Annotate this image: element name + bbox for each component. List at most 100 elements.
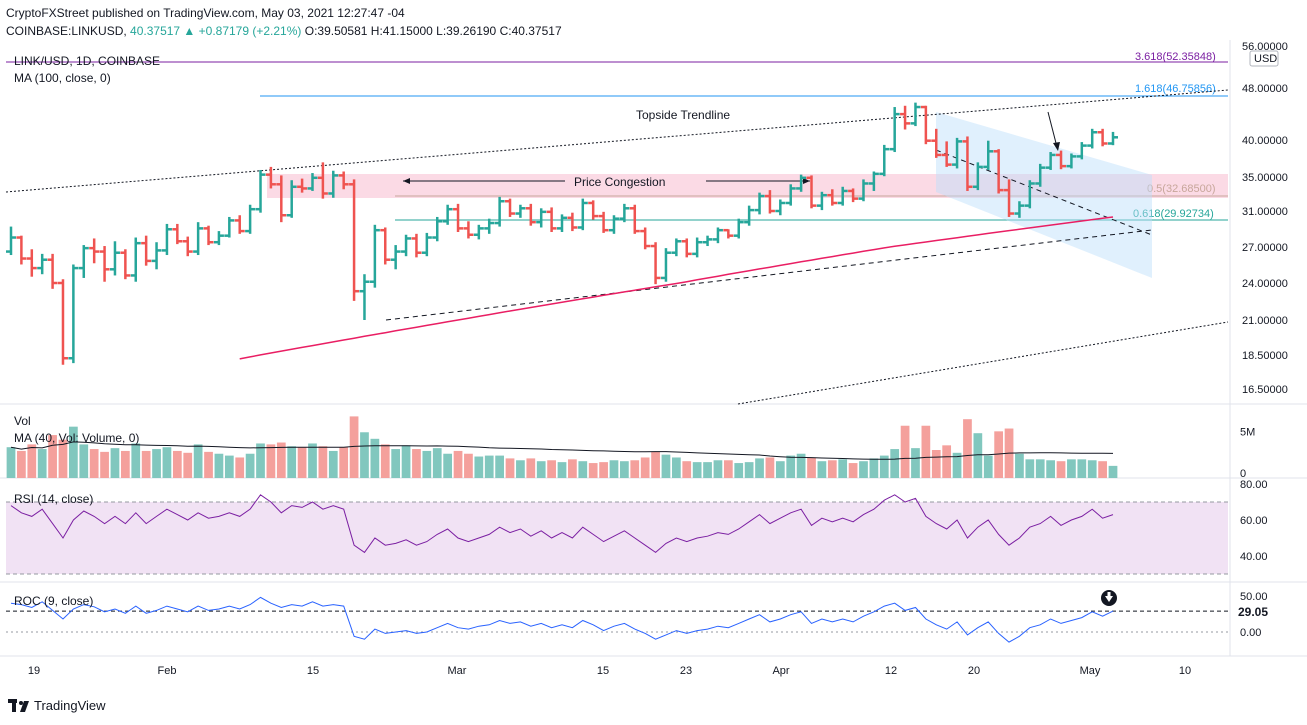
volume-bar xyxy=(609,460,619,478)
ohlc-bar xyxy=(255,169,266,213)
volume-bar xyxy=(723,460,733,478)
ohlc-bar xyxy=(359,274,370,320)
ohlc-bar xyxy=(1087,128,1098,149)
volume-bar xyxy=(1108,465,1118,478)
volume-bar xyxy=(796,453,806,478)
ohlc-bar xyxy=(1004,179,1015,217)
volume-label[interactable]: Vol xyxy=(14,414,31,428)
volume-bar xyxy=(640,457,650,478)
ma-label[interactable]: MA (100, close, 0) xyxy=(14,71,111,85)
ohlc-bar xyxy=(796,174,807,192)
time-axis-tick: Mar xyxy=(448,665,467,677)
volume-bar xyxy=(79,444,89,478)
ohlc-bar xyxy=(1056,150,1067,170)
publish-line: CryptoFXStreet published on TradingView.… xyxy=(6,6,405,20)
ohlc-bar xyxy=(1066,153,1077,169)
congestion-zone xyxy=(267,174,1228,198)
volume-bar xyxy=(848,463,858,478)
ohlc-bar xyxy=(89,238,100,264)
down-signal-arrow xyxy=(1105,592,1113,602)
volume-bar xyxy=(297,447,307,478)
pointer-arrow-head xyxy=(1053,142,1060,151)
ohlc-bar xyxy=(515,204,526,218)
volume-bar xyxy=(588,463,598,478)
ohlc-bar xyxy=(47,253,58,289)
time-axis-tick: 12 xyxy=(885,665,897,677)
tradingview-brand[interactable]: TradingView xyxy=(8,698,106,713)
ohlc-bar xyxy=(629,204,640,234)
ohlc-bar xyxy=(588,200,599,220)
ohlc-bar xyxy=(349,179,360,301)
ohlc-bar xyxy=(827,189,838,206)
currency-badge xyxy=(1249,50,1279,67)
ohlc-bar xyxy=(879,144,890,177)
ohlc-bar xyxy=(421,232,432,257)
price-axis-tick: 31.00000 xyxy=(1242,206,1288,218)
ohlc-bar xyxy=(26,249,37,277)
ohlc-bar xyxy=(920,105,931,145)
ohlc-bar xyxy=(681,238,692,258)
volume-bar xyxy=(578,461,588,478)
ohlc-bar xyxy=(692,237,703,258)
volume-bar xyxy=(349,416,359,478)
volume-bar xyxy=(183,452,193,478)
volume-bar xyxy=(37,449,47,478)
ohlc-bar xyxy=(37,253,48,275)
volume-bar xyxy=(474,456,484,478)
volume-bar xyxy=(204,451,213,478)
ohlc-bar xyxy=(317,162,328,199)
ohlc-bar xyxy=(442,204,453,225)
ohlc-bar xyxy=(962,136,973,191)
volume-bar xyxy=(744,462,754,478)
volume-bar xyxy=(786,455,796,478)
ohlc-bar xyxy=(307,173,318,191)
volume-bar xyxy=(807,457,816,478)
volume-bar xyxy=(505,458,515,478)
volume-bar xyxy=(495,455,504,478)
pair-label[interactable]: LINK/USD, 1D, COINBASE xyxy=(14,54,161,68)
ohlc-bar xyxy=(151,242,162,270)
ma-100-line xyxy=(239,216,1114,360)
volume-bar xyxy=(775,461,785,478)
ohlc-bar xyxy=(1045,152,1056,170)
volume-bar xyxy=(380,444,390,478)
volume-bar xyxy=(692,462,702,478)
ohlc-bar xyxy=(577,198,588,231)
volume-bar xyxy=(963,419,972,478)
volume-bar xyxy=(1025,459,1035,478)
volume-bar xyxy=(1046,460,1055,478)
volume-bar xyxy=(620,461,629,478)
volume-bar xyxy=(921,425,931,478)
volume-bar xyxy=(152,449,161,478)
ohlc-bar xyxy=(99,246,110,282)
channel-midline xyxy=(935,149,1153,236)
volume-bar xyxy=(162,447,172,478)
volume-bar xyxy=(131,443,141,478)
lower-trendline xyxy=(737,321,1229,405)
volume-bar xyxy=(266,444,276,478)
ohlc-bar xyxy=(557,214,567,232)
volume-bar xyxy=(890,449,900,478)
roc-label[interactable]: ROC (9, close) xyxy=(14,594,94,608)
volume-bar xyxy=(651,451,660,478)
volume-bar xyxy=(536,461,546,478)
price-axis-tick: 24.00000 xyxy=(1242,278,1288,290)
volume-bar xyxy=(391,449,401,478)
ohlc-bar xyxy=(764,190,775,214)
ohlc-bar xyxy=(1097,128,1108,147)
volume-bar xyxy=(911,448,920,478)
fib-0618-label: 0.618(29.92734) xyxy=(1133,208,1214,220)
price-axis-tick: 56.00000 xyxy=(1242,41,1288,53)
ohlc-bar xyxy=(837,186,848,206)
volume-bar xyxy=(900,425,910,478)
volume-bar xyxy=(100,451,109,478)
volume-axis-tick: 5M xyxy=(1240,426,1255,438)
volume-bar xyxy=(193,444,203,478)
volume-ma-label[interactable]: MA (40, Vol: Volume, 0) xyxy=(14,431,140,445)
volume-bar xyxy=(599,462,608,478)
volume-bar xyxy=(412,449,421,478)
volume-bar xyxy=(1087,460,1097,478)
rsi-label[interactable]: RSI (14, close) xyxy=(14,492,94,506)
ohlc-bar xyxy=(265,166,276,189)
